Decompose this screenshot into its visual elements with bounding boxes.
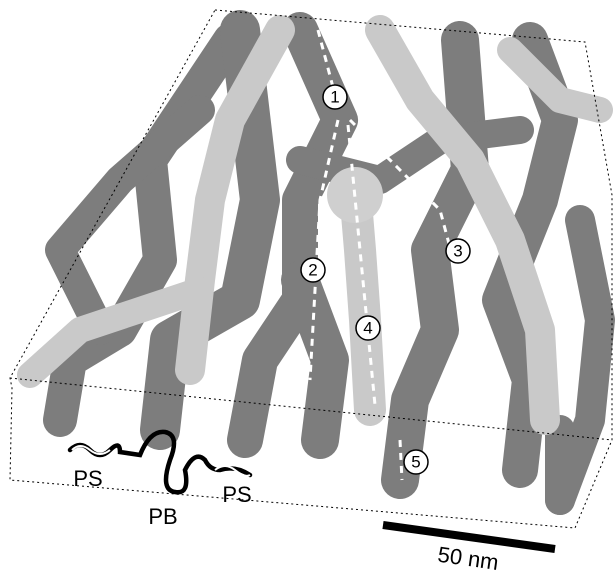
scale-bar-label: 50 nm (436, 542, 500, 575)
figure: 1 2 3 4 5 PS PB PS 50 nm (0, 0, 615, 581)
path-label: 2 (308, 261, 317, 280)
path-label: 1 (330, 88, 339, 107)
path-label: 5 (411, 453, 420, 472)
path-label: 3 (453, 242, 462, 261)
path-label: 4 (363, 319, 372, 338)
polymer-label: PS (73, 466, 102, 491)
polymer-label: PB (148, 504, 177, 529)
polymer-label: PS (222, 482, 251, 507)
